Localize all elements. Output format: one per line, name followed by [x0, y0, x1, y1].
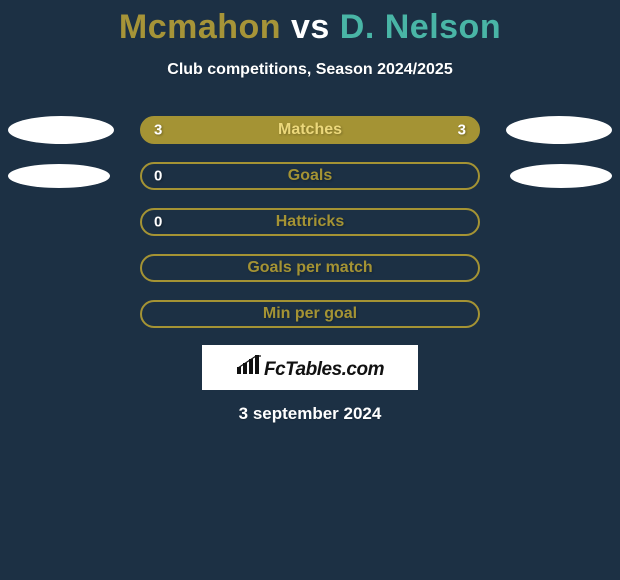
stat-row: 0 Hattricks	[0, 207, 620, 237]
date-text: 3 september 2024	[0, 404, 620, 424]
player-b-name: D. Nelson	[340, 8, 501, 46]
stat-rows: 3 3 Matches 0 Goals 0 Hattricks Goals per match…	[0, 115, 620, 329]
stat-label: Goals per match	[247, 259, 372, 277]
stat-label: Hattricks	[276, 213, 344, 231]
value-ellipse-right	[510, 164, 612, 188]
source-badge-text: FcTables.com	[264, 359, 384, 381]
stat-pill: 3 3 Matches	[140, 116, 480, 144]
stat-row: Goals per match	[0, 253, 620, 283]
stat-label: Min per goal	[263, 305, 357, 323]
stat-value-left: 0	[154, 214, 162, 231]
stat-pill: Goals per match	[140, 254, 480, 282]
stat-label: Matches	[278, 121, 342, 139]
value-ellipse-right	[506, 116, 612, 144]
value-ellipse-left	[8, 116, 114, 144]
stat-value-left: 3	[154, 122, 162, 139]
stat-row: 0 Goals	[0, 161, 620, 191]
vs-separator: vs	[291, 8, 330, 46]
comparison-infographic: Mcmahon vs D. Nelson Club competitions, …	[0, 0, 620, 580]
stat-pill: Min per goal	[140, 300, 480, 328]
subtitle: Club competitions, Season 2024/2025	[0, 61, 620, 79]
stat-row: Min per goal	[0, 299, 620, 329]
value-ellipse-left	[8, 164, 110, 188]
stat-value-right: 3	[458, 122, 466, 139]
source-badge-inner: FcTables.com	[236, 355, 384, 381]
stat-label: Goals	[288, 167, 332, 185]
stat-row: 3 3 Matches	[0, 115, 620, 145]
stat-pill: 0 Hattricks	[140, 208, 480, 236]
source-badge: FcTables.com	[202, 345, 418, 390]
page-title: Mcmahon vs D. Nelson	[0, 0, 620, 47]
bars-icon	[236, 355, 262, 375]
player-a-name: Mcmahon	[119, 8, 281, 46]
stat-pill: 0 Goals	[140, 162, 480, 190]
stat-value-left: 0	[154, 168, 162, 185]
